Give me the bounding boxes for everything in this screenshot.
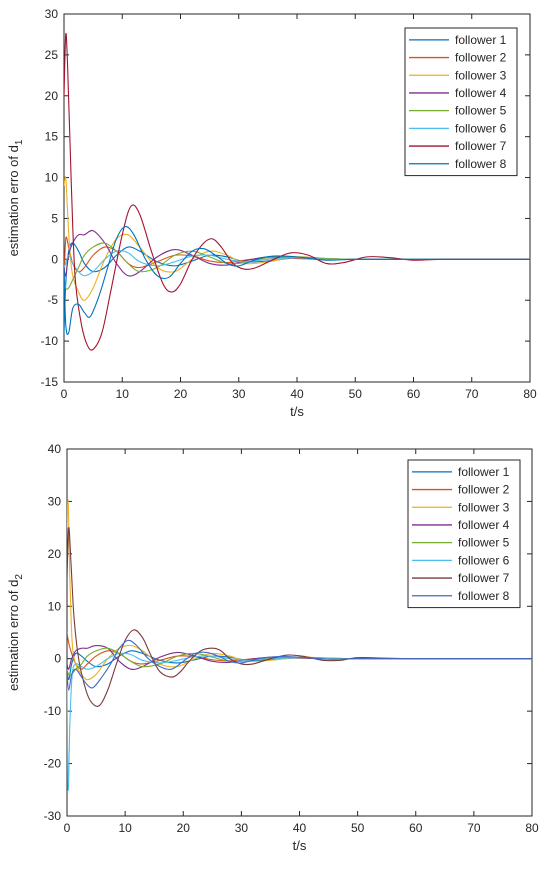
series-line-follower-5 — [64, 242, 530, 290]
series-line-follower-7 — [64, 32, 530, 351]
x-tick-label: 50 — [351, 821, 365, 835]
y-tick-label: -5 — [47, 293, 58, 307]
y-axis-label: estimation erro of d1 — [6, 139, 25, 256]
x-tick-label: 0 — [61, 387, 68, 401]
series-line-follower-6 — [64, 250, 530, 277]
legend: follower 1 follower 2 follower 3 follower 4… — [404, 27, 518, 177]
x-tick-label: 20 — [174, 387, 188, 401]
x-tick-label: 0 — [64, 821, 71, 835]
series-line-follower-8 — [67, 639, 532, 691]
y-tick-label: 20 — [48, 547, 62, 561]
x-tick-label: 80 — [523, 387, 537, 401]
legend-label-follower-5: follower 5 — [458, 536, 510, 550]
legend-label-follower-8: follower 8 — [458, 589, 510, 603]
x-tick-label: 10 — [116, 387, 130, 401]
y-tick-label: 25 — [45, 48, 59, 62]
series-group — [64, 32, 530, 351]
y-tick-label: -10 — [41, 334, 59, 348]
legend-box — [407, 459, 521, 609]
legend-label-follower-1: follower 1 — [455, 33, 507, 47]
x-tick-label: 60 — [407, 387, 421, 401]
x-axis-label: t/s — [290, 404, 304, 419]
y-tick-label: 15 — [45, 130, 59, 144]
legend-label-follower-1: follower 1 — [458, 465, 510, 479]
x-tick-label: 50 — [349, 387, 363, 401]
legend-label-follower-7: follower 7 — [458, 571, 510, 585]
y-tick-label: 10 — [48, 599, 62, 613]
series-group — [67, 499, 532, 791]
y-axis-label: estimation erro of d2 — [6, 574, 25, 691]
y-tick-label: -30 — [44, 809, 62, 823]
y-axis-label-subscript: 1 — [14, 139, 25, 145]
legend-label-follower-4: follower 4 — [458, 518, 510, 532]
x-tick-label: 60 — [409, 821, 423, 835]
legend-box — [404, 27, 518, 177]
chart-1: 0 10 20 30 40 50 60 70 80 -15 -10 -5 0 5 10 15 20 25 30 t/s… — [6, 7, 537, 419]
legend-label-follower-6: follower 6 — [455, 121, 507, 135]
y-tick-label: 10 — [45, 171, 59, 185]
chart-2: 0 10 20 30 40 50 60 70 80 -30 -20 -10 0 10 20 30 40 t/s es… — [6, 442, 539, 853]
legend-label-follower-3: follower 3 — [458, 500, 510, 514]
y-tick-label: -20 — [44, 757, 62, 771]
y-tick-label: 5 — [51, 211, 58, 225]
legend-label-follower-3: follower 3 — [455, 68, 507, 82]
x-tick-label: 70 — [467, 821, 481, 835]
legend-label-follower-7: follower 7 — [455, 139, 507, 153]
legend-label-follower-4: follower 4 — [455, 86, 507, 100]
legend-label-follower-8: follower 8 — [455, 157, 507, 171]
series-line-follower-8 — [64, 226, 530, 335]
y-axis-label-main: estimation erro of d — [6, 580, 21, 691]
y-tick-label: 20 — [45, 89, 59, 103]
x-tick-label: 20 — [177, 821, 191, 835]
legend-label-follower-2: follower 2 — [458, 483, 510, 497]
legend-label-follower-6: follower 6 — [458, 553, 510, 567]
y-axis-label-main: estimation erro of d — [6, 145, 21, 256]
y-tick-label: -15 — [41, 375, 59, 389]
x-tick-label: 40 — [290, 387, 304, 401]
y-tick-label: 40 — [48, 442, 62, 456]
x-tick-label: 70 — [465, 387, 479, 401]
y-axis-label-subscript: 2 — [14, 574, 25, 580]
y-tick-label: 30 — [45, 7, 59, 21]
x-tick-label: 10 — [118, 821, 132, 835]
x-tick-label: 30 — [235, 821, 249, 835]
x-tick-label: 30 — [232, 387, 246, 401]
x-axis-label: t/s — [293, 838, 307, 853]
y-tick-label: 30 — [48, 494, 62, 508]
series-line-follower-7 — [67, 527, 532, 707]
legend: follower 1 follower 2 follower 3 follower 4… — [407, 459, 521, 609]
y-tick-label: -10 — [44, 704, 62, 718]
y-tick-label: 0 — [54, 652, 61, 666]
y-tick-label: 0 — [51, 252, 58, 266]
legend-label-follower-2: follower 2 — [455, 51, 507, 65]
x-tick-label: 80 — [525, 821, 539, 835]
legend-label-follower-5: follower 5 — [455, 104, 507, 118]
x-tick-label: 40 — [293, 821, 307, 835]
